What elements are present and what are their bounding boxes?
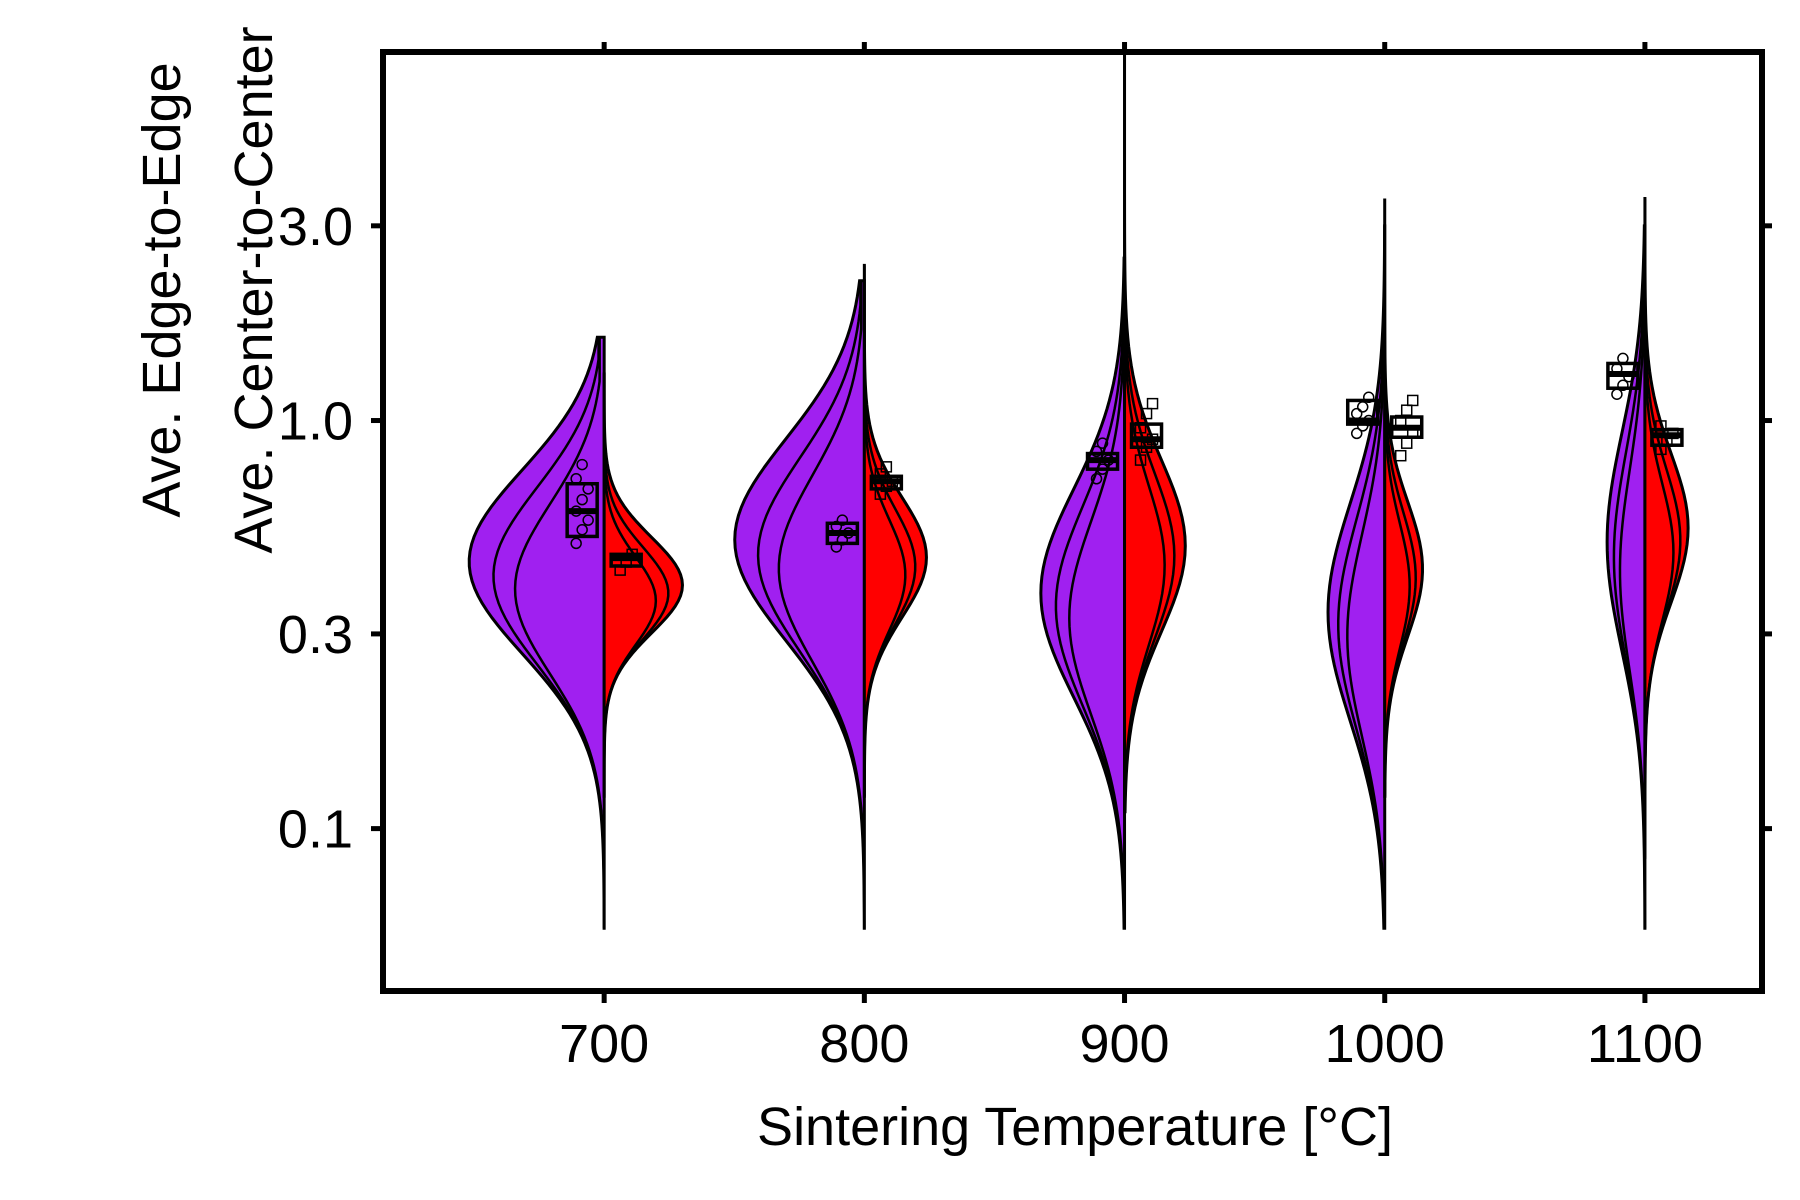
- x-tick-label-800: 800: [819, 1014, 909, 1074]
- point-right-800-3: [874, 468, 887, 480]
- violin-outline-left-800-1: [777, 280, 866, 929]
- point-right-800-0: [874, 488, 887, 500]
- point-left-1000-2: [1362, 414, 1375, 427]
- plot-panel-border: [380, 49, 1765, 994]
- violin-outline-left-700-1: [513, 337, 606, 929]
- point-left-1000-5: [1362, 391, 1375, 404]
- point-right-900-1: [1140, 441, 1153, 454]
- point-left-700-4: [576, 493, 588, 506]
- point-right-700-2: [626, 548, 638, 561]
- point-left-900-0: [1090, 473, 1103, 485]
- point-left-800-4: [836, 514, 849, 526]
- x-axis-title: Sintering Temperature [°C]: [757, 1097, 1393, 1157]
- point-right-1000-2: [1406, 425, 1419, 438]
- point-left-1100-4: [1617, 352, 1629, 365]
- point-right-1000-0: [1394, 449, 1407, 462]
- point-right-900-0: [1134, 454, 1147, 466]
- point-right-1000-3: [1394, 414, 1407, 427]
- point-left-1000-0: [1350, 427, 1363, 440]
- point-left-1100-2: [1623, 371, 1635, 383]
- point-left-700-0: [570, 537, 582, 550]
- box-layer: [565, 352, 1684, 576]
- point-right-800-2: [886, 475, 899, 487]
- y-tick-label-3: 3.0: [278, 197, 353, 257]
- point-left-1100-1: [1617, 379, 1629, 392]
- violin-outline-left-900-1: [1068, 258, 1126, 929]
- y-axis-title-edge-to-edge: Ave. Edge-to-Edge: [132, 62, 192, 517]
- point-left-800-0: [830, 541, 843, 553]
- point-right-900-4: [1140, 407, 1153, 420]
- y-tick-label-0.3: 0.3: [278, 605, 353, 665]
- y-axis-title-center-to-center: Ave. Center-to-Center: [224, 26, 284, 553]
- point-left-900-4: [1096, 437, 1109, 449]
- point-left-700-7: [576, 458, 588, 471]
- point-left-1000-4: [1356, 401, 1369, 413]
- point-left-1100-3: [1611, 362, 1623, 375]
- point-left-1100-0: [1611, 388, 1623, 400]
- point-left-700-6: [570, 473, 582, 485]
- point-right-900-3: [1134, 422, 1147, 434]
- point-right-1000-4: [1400, 404, 1413, 416]
- point-right-1000-1: [1400, 437, 1413, 449]
- x-tick-label-700: 700: [559, 1014, 649, 1074]
- point-right-1000-5: [1406, 394, 1419, 407]
- point-left-700-3: [570, 505, 582, 517]
- y-tick-label-1: 1.0: [278, 392, 353, 452]
- violin-layer: [467, 52, 1690, 930]
- y-tick-label-0.1: 0.1: [278, 800, 353, 860]
- axes-layer: 700 800 900 1000 1100 0.1 0.3 1.0 3.0: [278, 42, 1772, 1074]
- point-left-1000-3: [1350, 407, 1363, 420]
- point-right-1100-3: [1655, 420, 1667, 432]
- point-right-1100-0: [1655, 443, 1667, 456]
- point-left-900-1: [1096, 463, 1109, 475]
- x-tick-label-1100: 1100: [1587, 1014, 1703, 1074]
- point-right-800-4: [880, 461, 893, 473]
- point-right-900-2: [1146, 433, 1159, 445]
- box-left-1000: [1345, 398, 1380, 426]
- point-right-700-0: [614, 564, 626, 576]
- x-tick-label-900: 900: [1079, 1014, 1169, 1074]
- point-left-700-1: [576, 523, 588, 536]
- point-left-800-1: [836, 534, 849, 546]
- point-right-700-1: [620, 556, 632, 568]
- point-left-700-2: [582, 514, 594, 526]
- box-right-900: [1129, 422, 1164, 450]
- point-left-900-3: [1090, 445, 1103, 458]
- point-left-800-3: [830, 520, 843, 533]
- point-right-900-5: [1146, 397, 1159, 410]
- x-tick-label-1000: 1000: [1325, 1014, 1445, 1074]
- point-right-1100-2: [1667, 427, 1679, 440]
- point-left-800-2: [842, 527, 855, 539]
- point-left-900-2: [1102, 454, 1115, 466]
- point-right-1100-1: [1661, 435, 1673, 447]
- point-left-700-5: [582, 483, 594, 495]
